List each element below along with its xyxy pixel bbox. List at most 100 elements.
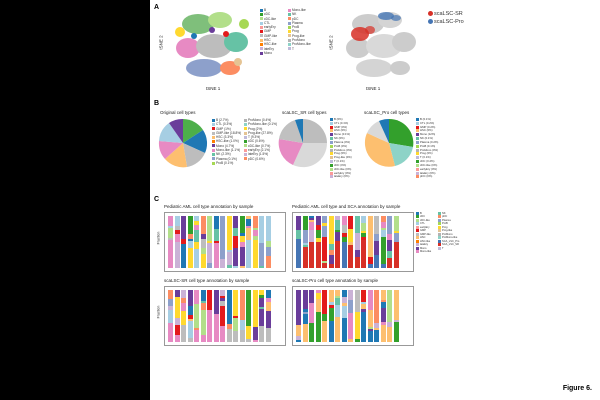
bar-legend-item: SCA_LSC_SR bbox=[438, 243, 459, 247]
bar-segment bbox=[354, 257, 360, 268]
bar-segment bbox=[380, 230, 386, 237]
bar-legend-item: Prog bbox=[438, 225, 459, 229]
bar-legend-item: ProMono-like bbox=[438, 236, 459, 240]
bar-segment bbox=[226, 216, 232, 250]
bar-segment bbox=[315, 312, 321, 342]
stacked-bars-4 bbox=[296, 290, 400, 342]
tsne-legend-item: Plasma bbox=[288, 21, 311, 25]
bar-segment bbox=[265, 247, 271, 256]
bar-segment bbox=[181, 290, 186, 298]
bar-ylabel-1: Fraction bbox=[156, 231, 161, 245]
pie-legend-item: GMP (0.2%) bbox=[416, 125, 438, 130]
bar-segment bbox=[341, 237, 347, 242]
bar-segment bbox=[387, 290, 392, 322]
bar-segment bbox=[315, 290, 321, 293]
bar-segment bbox=[194, 249, 199, 268]
figure-label: Figure 6. bbox=[562, 385, 592, 392]
pie-legend-item: NK (2.3%) bbox=[212, 152, 241, 156]
bar-segment bbox=[168, 299, 173, 306]
bar-segment bbox=[181, 298, 186, 303]
bar-segment bbox=[380, 216, 386, 222]
bar-segment bbox=[302, 216, 308, 230]
bar-segment bbox=[309, 335, 314, 342]
bar-segment bbox=[168, 226, 173, 228]
group-legend: scaLSC-SR scaLSC-Pro bbox=[428, 10, 464, 26]
bar-segment bbox=[380, 228, 386, 230]
bar-segment bbox=[187, 216, 193, 234]
bar-segment bbox=[187, 315, 193, 319]
bar-legend-item: lateEry bbox=[416, 243, 431, 247]
bar-legend-item: SCA_LSC_Pro bbox=[438, 239, 459, 243]
bar-segment bbox=[239, 236, 245, 242]
tsne-legend-item: ProB bbox=[288, 25, 311, 29]
bar-segment bbox=[380, 322, 386, 325]
pie-legend-item: B (2.7%) bbox=[212, 118, 241, 122]
bar-segment bbox=[246, 290, 251, 326]
bar-segment bbox=[302, 247, 308, 268]
tsne-right-ylabel: tSNE 2 bbox=[328, 35, 334, 50]
bar-segment bbox=[296, 325, 301, 336]
bar-segment bbox=[302, 309, 308, 312]
bar-segment bbox=[226, 250, 232, 252]
bar-segment bbox=[233, 228, 238, 236]
bar-legend-item: Mono-like bbox=[416, 250, 431, 254]
stacked-bar bbox=[387, 290, 392, 342]
bar-segment bbox=[393, 290, 399, 320]
stacked-bar bbox=[335, 290, 340, 342]
bar-segment bbox=[315, 225, 321, 230]
stacked-bar bbox=[194, 216, 199, 268]
bar-segment bbox=[207, 241, 212, 243]
stacked-bar bbox=[335, 216, 340, 268]
stacked-bar bbox=[200, 290, 206, 342]
tsne-legend-item: lateEry bbox=[260, 47, 277, 51]
bar-segment bbox=[174, 304, 180, 318]
bar-segment bbox=[252, 228, 258, 230]
bar-segment bbox=[380, 222, 386, 228]
bar-title-3: scaLSC-SR cell type annotation by sample bbox=[164, 278, 250, 283]
bar-segment bbox=[200, 239, 206, 248]
bar-segment bbox=[361, 304, 366, 309]
bar-segment bbox=[328, 255, 334, 264]
bar-segment bbox=[200, 310, 206, 335]
bar-segment bbox=[341, 303, 347, 306]
stacked-bar bbox=[309, 290, 314, 342]
bar-segment bbox=[168, 290, 173, 299]
tsne-right-xlabel: tSNE 1 bbox=[366, 86, 381, 91]
pie-legend-item: cDC (0%) bbox=[330, 163, 352, 168]
pie-title-1: Original cell types bbox=[160, 110, 196, 115]
bar-segment bbox=[174, 290, 180, 297]
bar-segment bbox=[252, 236, 258, 240]
bar-segment bbox=[200, 216, 206, 234]
bar-segment bbox=[239, 242, 245, 247]
bar-legend-item: B bbox=[416, 212, 431, 215]
bar-segment bbox=[220, 298, 225, 301]
bar-segment bbox=[348, 313, 353, 339]
bar-segment bbox=[302, 312, 308, 314]
panel-label-b: B bbox=[154, 100, 160, 107]
bar-segment bbox=[194, 242, 199, 249]
bar-segment bbox=[252, 290, 258, 327]
bar-segment bbox=[374, 241, 379, 255]
bar-legend-item: CTL bbox=[416, 222, 431, 226]
bar-segment bbox=[187, 248, 193, 268]
pie-legend-item: Prog (0%) bbox=[330, 152, 352, 156]
pie-legend-item: earlyEry (2.1%) bbox=[244, 148, 277, 152]
tsne-legend-item: NK bbox=[288, 12, 311, 16]
bar-segment bbox=[233, 316, 238, 318]
pie-legend-item: ProB (0.1%) bbox=[212, 161, 241, 165]
bar-segment bbox=[367, 329, 373, 331]
bar-segment bbox=[341, 318, 347, 342]
stacked-bar bbox=[328, 290, 334, 342]
bar-segment bbox=[315, 238, 321, 242]
pie-legend-1b: ProMono (0.4%) ProMono-like (0.1%) Prog … bbox=[244, 118, 277, 161]
bar-legend-item: earlyEry bbox=[416, 225, 431, 229]
stacked-bar bbox=[187, 290, 193, 342]
bar-segment bbox=[322, 223, 327, 226]
bar-segment bbox=[335, 305, 340, 317]
bar-segment bbox=[213, 314, 219, 342]
stacked-bar bbox=[181, 216, 186, 268]
tsne-legend-item: pDC bbox=[288, 17, 311, 21]
pie-legend-item: lateEry (1.5%) bbox=[244, 152, 277, 156]
stacked-bar bbox=[168, 216, 173, 268]
bar-segment bbox=[233, 266, 238, 268]
